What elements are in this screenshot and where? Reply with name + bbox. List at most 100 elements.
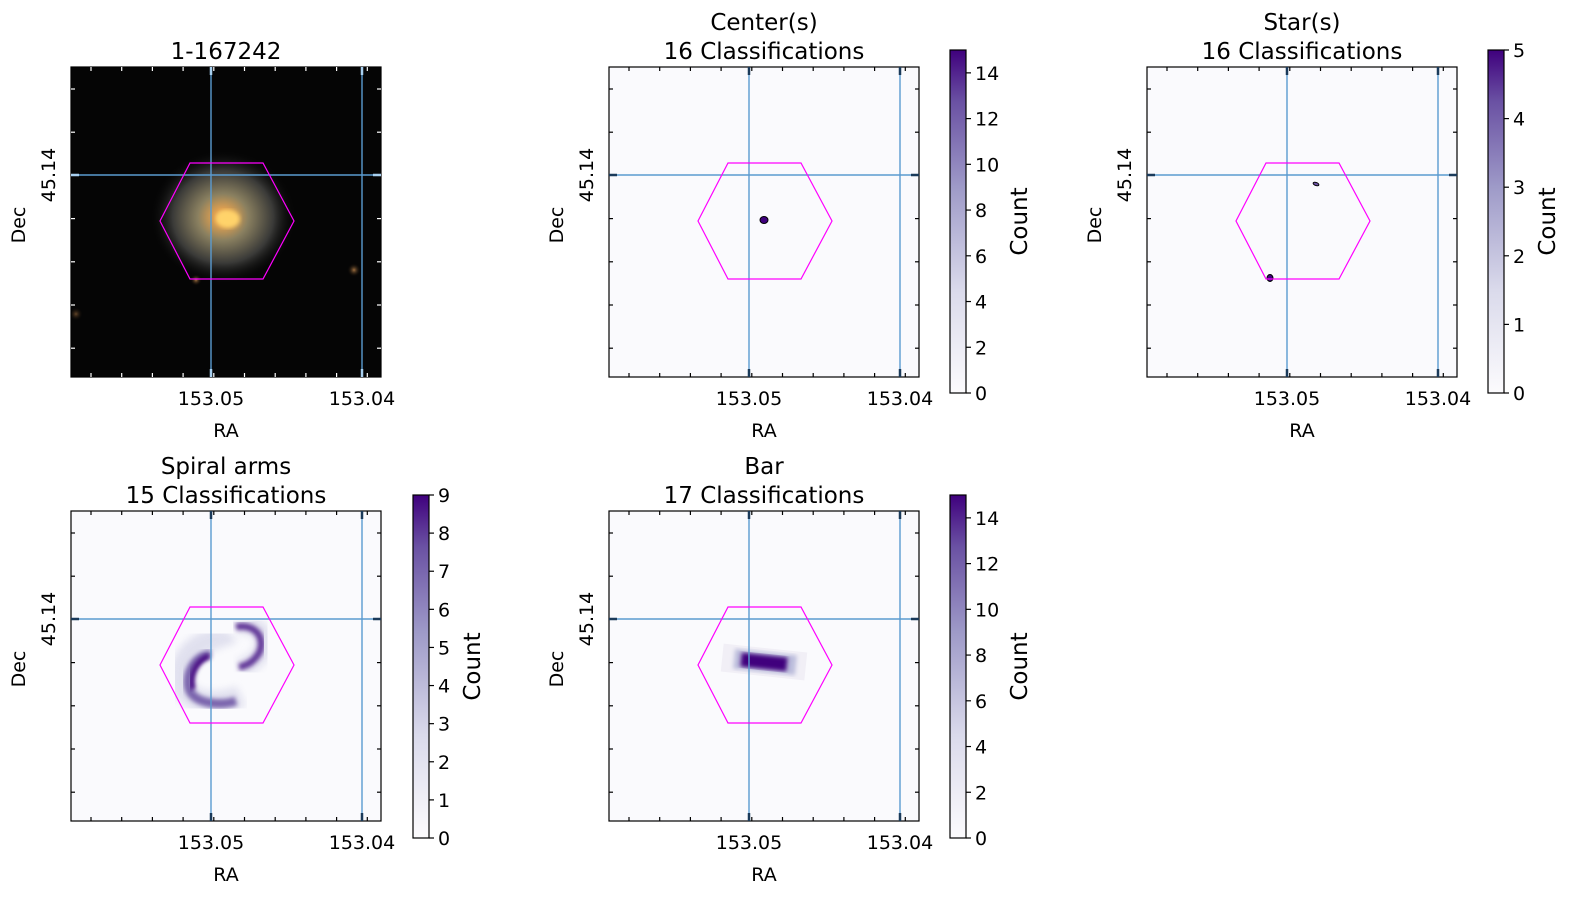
- panel-2: 153.05 153.04 45.14 RA Dec Center(s) 16 Classi…: [546, 10, 1033, 442]
- colorbar-label: Count: [1007, 187, 1033, 255]
- colorbar-tick-label: 4: [975, 737, 987, 759]
- colorbar-tick-label: 6: [975, 691, 987, 713]
- colorbar-tick-label: 7: [438, 561, 450, 583]
- colorbar-gradient: [412, 494, 430, 839]
- colorbar-gradient: [949, 49, 967, 394]
- x-tick-label: 153.04: [867, 388, 933, 410]
- bar-core: [740, 652, 788, 672]
- x-axis-label: RA: [1289, 420, 1314, 442]
- axes-frame: [70, 66, 382, 378]
- colorbar-tick-label: 0: [438, 828, 450, 850]
- axes-background: [71, 511, 381, 821]
- y-tick-label: 45.14: [38, 148, 60, 202]
- x-tick-label: 153.04: [329, 388, 395, 410]
- colorbar-tick-label: 12: [975, 554, 999, 576]
- colorbar-tick-label: 5: [1513, 40, 1525, 62]
- panel-4: 153.05 153.04 45.14 RA Dec Spiral arms 15 Clas…: [8, 454, 486, 886]
- colorbar-tick-label: 10: [975, 599, 999, 621]
- x-tick-label: 153.04: [329, 832, 395, 854]
- star-source: [190, 274, 202, 286]
- y-tick-label: 45.14: [1114, 148, 1136, 202]
- y-tick-label: 45.14: [38, 592, 60, 646]
- plot-area: [1147, 67, 1457, 377]
- y-tick-label: 45.14: [576, 592, 598, 646]
- x-tick-label: 153.05: [1254, 388, 1320, 410]
- colorbar-tick-label: 14: [975, 508, 999, 530]
- star-mark: [1312, 181, 1320, 187]
- panel-subtitle: 16 Classifications: [664, 39, 865, 65]
- x-tick-label: 153.05: [178, 388, 244, 410]
- axes-frame: [1146, 66, 1458, 378]
- x-axis-label: RA: [751, 864, 776, 886]
- panel-title: Star(s): [1263, 10, 1340, 36]
- colorbar-tick-label: 1: [438, 790, 450, 812]
- plot-area: [71, 67, 381, 377]
- x-tick-label: 153.04: [867, 832, 933, 854]
- colorbar-tick-label: 6: [975, 246, 987, 268]
- colorbar-tick-label: 0: [975, 828, 987, 850]
- panel-title: 1-167242: [171, 39, 282, 65]
- colorbar-gradient: [1487, 49, 1505, 394]
- plot-area: [71, 511, 381, 821]
- hexagon-footprint: [1235, 162, 1371, 280]
- panel-3: 153.05 153.04 45.14 RA Dec Star(s) 16 Classifi…: [1084, 10, 1561, 442]
- colorbar-tick-label: 12: [975, 109, 999, 131]
- colorbar-tick-label: 6: [438, 599, 450, 621]
- colorbar-tick-label: 3: [438, 714, 450, 736]
- x-tick-label: 153.04: [1405, 388, 1471, 410]
- x-tick-label: 153.05: [716, 388, 782, 410]
- colorbar-tick-label: 8: [975, 200, 987, 222]
- star-mark: [1266, 274, 1274, 282]
- hexagon-footprint: [159, 162, 295, 280]
- x-axis-label: RA: [213, 420, 238, 442]
- colorbar-tick-label: 2: [975, 337, 987, 359]
- galaxy-core: [216, 210, 240, 228]
- spiral-arms: [169, 616, 274, 713]
- panel-subtitle: 17 Classifications: [664, 483, 865, 509]
- y-axis-label: Dec: [546, 207, 568, 244]
- colorbar-label: Count: [460, 632, 486, 700]
- colorbar: 0 2 4 6 8 10 12 14 Count: [949, 494, 1033, 850]
- y-axis-label: Dec: [8, 651, 30, 688]
- center-mark: [759, 216, 769, 224]
- y-axis-label: Dec: [1084, 207, 1106, 244]
- colorbar-tick-label: 0: [975, 383, 987, 405]
- panel-title: Spiral arms: [161, 454, 291, 480]
- axes-frame: [70, 510, 382, 822]
- colorbar-tick-label: 4: [1513, 109, 1525, 131]
- hexagon-footprint: [697, 162, 833, 280]
- colorbar-tick-label: 2: [975, 782, 987, 804]
- x-tick-label: 153.05: [716, 832, 782, 854]
- axes-background: [1147, 67, 1457, 377]
- panel-subtitle: 15 Classifications: [126, 483, 327, 509]
- y-axis-label: Dec: [546, 651, 568, 688]
- spiral-arm-1-core: [189, 653, 211, 690]
- colorbar: 0 1 2 3 4 5 6 7 8 9 Count: [412, 485, 486, 850]
- colorbar-tick-label: 1: [1513, 314, 1525, 336]
- x-axis-label: RA: [213, 864, 238, 886]
- colorbar-tick-label: 9: [438, 485, 450, 507]
- star-source: [71, 307, 83, 321]
- x-axis-label: RA: [751, 420, 776, 442]
- colorbar-label: Count: [1007, 632, 1033, 700]
- panel-1: 153.05 153.04 45.14 RA Dec 1-167242: [8, 39, 395, 442]
- axes-frame: [608, 510, 920, 822]
- colorbar-tick-label: 14: [975, 63, 999, 85]
- colorbar-tick-label: 10: [975, 154, 999, 176]
- colorbar: 0 2 4 6 8 10 12 14 Count: [949, 49, 1033, 405]
- colorbar-tick-label: 2: [1513, 246, 1525, 268]
- panel-title: Bar: [744, 454, 784, 480]
- colorbar-tick-label: 4: [438, 676, 450, 698]
- colorbar-tick-label: 2: [438, 752, 450, 774]
- panel-subtitle: 16 Classifications: [1202, 39, 1403, 65]
- colorbar-gradient: [949, 494, 967, 839]
- y-axis-label: Dec: [8, 207, 30, 244]
- spiral-arm-2: [235, 622, 265, 671]
- star-source: [347, 263, 361, 277]
- y-tick-label: 45.14: [576, 148, 598, 202]
- spiral-arm-1: [183, 649, 238, 709]
- colorbar-tick-label: 0: [1513, 383, 1525, 405]
- colorbar-tick-label: 8: [975, 645, 987, 667]
- x-tick-label: 153.05: [178, 832, 244, 854]
- hexagon-footprint: [159, 606, 295, 724]
